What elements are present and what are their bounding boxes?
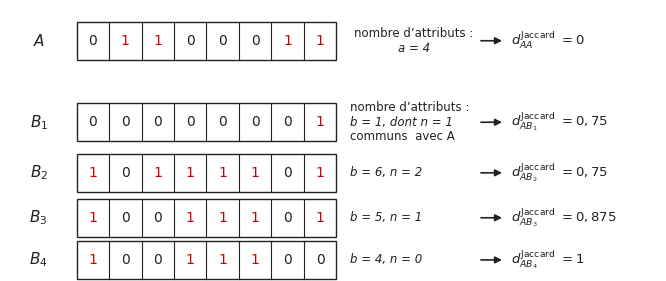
Text: nombre d’attributs :: nombre d’attributs : <box>354 27 474 40</box>
Text: 0: 0 <box>316 253 324 267</box>
Text: 1: 1 <box>121 34 130 48</box>
Text: 1: 1 <box>250 166 260 180</box>
Bar <box>77 199 336 237</box>
Text: 1: 1 <box>89 166 97 180</box>
Text: b = 6, n = 2: b = 6, n = 2 <box>350 166 422 179</box>
Text: 1: 1 <box>218 253 227 267</box>
Text: 1: 1 <box>186 253 194 267</box>
Text: 0: 0 <box>251 34 260 48</box>
Text: 1: 1 <box>283 34 292 48</box>
Text: 0: 0 <box>218 34 227 48</box>
Text: $B_{3}$: $B_{3}$ <box>29 209 48 227</box>
Text: $d^{\rm Jaccard}_{AB_4}\ \mathdefault{= 1}$: $d^{\rm Jaccard}_{AB_4}\ \mathdefault{= … <box>511 249 585 271</box>
Text: 0: 0 <box>153 115 162 129</box>
Text: 0: 0 <box>283 115 292 129</box>
Text: 1: 1 <box>316 115 324 129</box>
Text: $B_{4}$: $B_{4}$ <box>29 251 48 269</box>
Text: b = 5, n = 1: b = 5, n = 1 <box>350 211 422 224</box>
Text: 0: 0 <box>283 253 292 267</box>
Text: 0: 0 <box>89 34 97 48</box>
Text: 0: 0 <box>121 253 130 267</box>
Text: $d^{\rm Jaccard}_{AB_3}\ \mathdefault{= 0,875}$: $d^{\rm Jaccard}_{AB_3}\ \mathdefault{= … <box>511 207 617 229</box>
Text: nombre d’attributs :: nombre d’attributs : <box>350 101 469 114</box>
Text: $B_{2}$: $B_{2}$ <box>29 164 48 182</box>
Text: 1: 1 <box>250 211 260 225</box>
Text: 0: 0 <box>218 115 227 129</box>
Text: 1: 1 <box>153 166 163 180</box>
Text: 1: 1 <box>186 166 194 180</box>
Text: 1: 1 <box>218 166 227 180</box>
Text: $B_{1}$: $B_{1}$ <box>29 113 48 132</box>
Text: $d^{\rm Jaccard}_{AB_2}\ \mathdefault{= 0,75}$: $d^{\rm Jaccard}_{AB_2}\ \mathdefault{= … <box>511 162 609 184</box>
Bar <box>77 241 336 279</box>
Text: 1: 1 <box>316 211 324 225</box>
Text: $d^{\rm Jaccard}_{AA}\ \mathdefault{= 0}$: $d^{\rm Jaccard}_{AA}\ \mathdefault{= 0}… <box>511 30 585 51</box>
Text: 0: 0 <box>186 34 194 48</box>
Text: 0: 0 <box>121 211 130 225</box>
Text: 0: 0 <box>89 115 97 129</box>
Bar <box>77 103 336 141</box>
Text: 0: 0 <box>283 211 292 225</box>
Text: 0: 0 <box>186 115 194 129</box>
Text: 0: 0 <box>153 211 162 225</box>
Text: b = 1, dont n = 1: b = 1, dont n = 1 <box>350 116 452 129</box>
Text: 1: 1 <box>89 253 97 267</box>
Text: 0: 0 <box>251 115 260 129</box>
Text: 0: 0 <box>153 253 162 267</box>
Text: 1: 1 <box>153 34 163 48</box>
Text: 0: 0 <box>121 115 130 129</box>
Text: 0: 0 <box>121 166 130 180</box>
Text: 1: 1 <box>89 211 97 225</box>
Text: 0: 0 <box>283 166 292 180</box>
Text: 1: 1 <box>250 253 260 267</box>
Text: $A$: $A$ <box>33 33 45 49</box>
Bar <box>77 22 336 60</box>
Text: 1: 1 <box>316 166 324 180</box>
Text: $d^{\rm Jaccard}_{AB_1}\ \mathdefault{= 0,75}$: $d^{\rm Jaccard}_{AB_1}\ \mathdefault{= … <box>511 111 609 133</box>
Text: 1: 1 <box>186 211 194 225</box>
Text: b = 4, n = 0: b = 4, n = 0 <box>350 253 422 266</box>
Text: 1: 1 <box>316 34 324 48</box>
Bar <box>77 154 336 192</box>
Text: communs  avec A: communs avec A <box>350 130 454 143</box>
Text: 1: 1 <box>218 211 227 225</box>
Text: a = 4: a = 4 <box>398 42 430 55</box>
